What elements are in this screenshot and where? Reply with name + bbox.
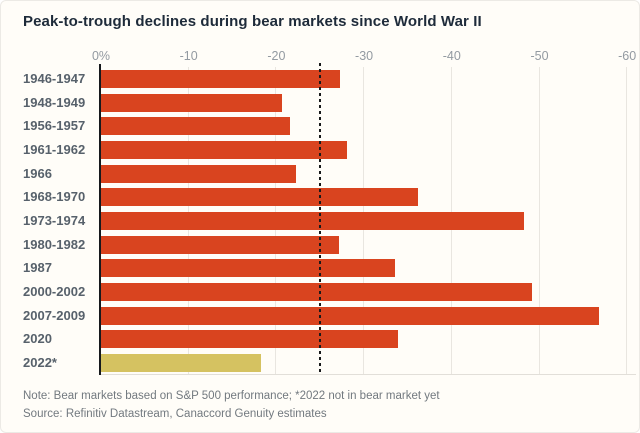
bar-1987 — [101, 259, 395, 278]
chart-title: Peak-to-trough declines during bear mark… — [23, 13, 482, 30]
bar-2007-2009 — [101, 306, 600, 325]
y-axis-label: 1946-1947 — [23, 70, 86, 86]
x-axis-baseline — [100, 374, 637, 375]
y-axis-label: 1968-1970 — [23, 189, 86, 205]
x-axis-tick-label: -20 — [267, 49, 286, 63]
zero-axis-line — [99, 64, 101, 375]
gridline — [626, 67, 628, 375]
y-axis-label: 2020 — [23, 331, 52, 347]
source-text: Source: Refinitiv Datastream, Canaccord … — [23, 408, 327, 420]
y-axis-label: 1973-1974 — [23, 213, 86, 228]
x-axis-tick-label: -10 — [179, 49, 198, 63]
y-axis-label: 1980-1982 — [23, 236, 86, 252]
chart-footnotes: Note: Bear markets based on S&P 500 perf… — [23, 387, 440, 423]
y-axis-label: 1987 — [23, 260, 52, 276]
bar-1956-1957 — [101, 117, 291, 136]
bar-1948-1949 — [101, 93, 282, 112]
y-axis-label: 2000-2002 — [23, 284, 86, 300]
y-axis-label: 1966 — [23, 165, 52, 181]
bar-2000-2002 — [101, 283, 532, 302]
bar-2022- — [101, 354, 261, 373]
bar-1966 — [101, 164, 296, 183]
x-axis-tick-label: -40 — [442, 49, 461, 63]
gridline — [538, 67, 540, 375]
bar-2020 — [101, 330, 399, 349]
note-text: Note: Bear markets based on S&P 500 perf… — [23, 390, 440, 402]
y-axis-label: 1956-1957 — [23, 118, 86, 134]
x-axis-tick-label: -50 — [530, 49, 549, 63]
x-axis-tick-label: -60 — [618, 49, 637, 63]
y-axis-label: 2022* — [23, 355, 57, 371]
reference-line — [319, 63, 322, 375]
bar-1973-1974 — [101, 212, 524, 230]
bar-1968-1970 — [101, 188, 418, 207]
y-axis-label: 1948-1949 — [23, 94, 86, 110]
bar-1980-1982 — [101, 235, 339, 254]
bar-1961-1962 — [101, 140, 347, 159]
x-axis-tick-label: -30 — [355, 49, 374, 63]
y-axis-label: 2007-2009 — [23, 307, 86, 323]
bar-1946-1947 — [101, 69, 341, 88]
y-axis-label: 1961-1962 — [23, 141, 86, 157]
x-axis-tick-label: 0% — [91, 49, 111, 63]
